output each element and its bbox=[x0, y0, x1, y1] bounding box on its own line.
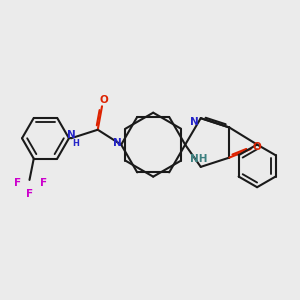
Text: F: F bbox=[26, 189, 33, 199]
Text: H: H bbox=[72, 139, 79, 148]
Text: O: O bbox=[253, 142, 262, 152]
Text: F: F bbox=[14, 178, 21, 188]
Text: N: N bbox=[190, 118, 199, 128]
Text: N: N bbox=[67, 130, 76, 140]
Text: NH: NH bbox=[190, 154, 207, 164]
Text: F: F bbox=[40, 178, 47, 188]
Text: N: N bbox=[112, 137, 121, 148]
Text: O: O bbox=[100, 95, 109, 105]
